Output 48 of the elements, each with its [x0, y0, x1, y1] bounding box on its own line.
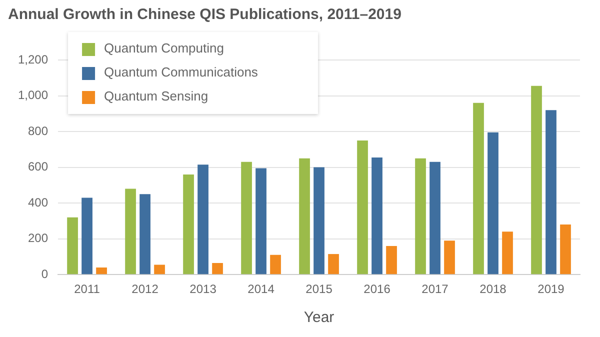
- y-tick-label: 1,000: [18, 88, 48, 102]
- y-tick-label: 400: [28, 195, 48, 210]
- bar: [183, 174, 194, 274]
- bar: [386, 246, 397, 274]
- bar: [473, 102, 484, 274]
- bar: [270, 254, 281, 274]
- x-tick-label: 2014: [248, 282, 275, 296]
- bar: [82, 198, 92, 274]
- bar: [502, 232, 513, 274]
- bar: [96, 267, 107, 274]
- x-tick-label: 2016: [364, 282, 391, 296]
- legend-label: Quantum Communications: [104, 64, 258, 80]
- bar: [140, 194, 150, 274]
- legend-label: Quantum Sensing: [104, 88, 208, 104]
- y-tick-label: 800: [28, 124, 48, 138]
- x-tick-label: 2013: [190, 282, 217, 296]
- x-tick-label: 2018: [480, 282, 507, 296]
- bar: [212, 262, 223, 274]
- bar: [198, 164, 208, 274]
- bar: [531, 86, 542, 274]
- bar: [241, 162, 252, 274]
- bar: [314, 167, 324, 274]
- bar: [299, 158, 310, 274]
- bar: [328, 254, 339, 274]
- x-tick-label: 2011: [74, 282, 100, 296]
- y-tick-label: 1,200: [18, 52, 48, 66]
- bar: [357, 140, 368, 274]
- bar: [372, 157, 382, 274]
- x-tick-label: 2012: [132, 282, 159, 296]
- y-tick-label: 600: [28, 160, 48, 174]
- chart-title: Annual Growth in Chinese QIS Publications, 2011–2019: [8, 6, 402, 23]
- bar: [256, 168, 266, 274]
- bar: [125, 188, 136, 274]
- x-axis-title: Year: [304, 309, 334, 326]
- x-tick-label: 2019: [538, 282, 565, 296]
- x-tick-label: 2017: [422, 282, 449, 296]
- bar: [67, 217, 78, 274]
- legend-label: Quantum Computing: [104, 40, 224, 56]
- bar: [560, 224, 571, 274]
- bar: [488, 132, 498, 274]
- y-tick-label: 200: [28, 231, 48, 246]
- bar: [154, 264, 165, 274]
- bar: [430, 162, 440, 274]
- bar: [444, 240, 455, 274]
- bar: [546, 110, 556, 274]
- y-tick-label: 0: [41, 266, 48, 281]
- bar: [415, 158, 426, 274]
- x-tick-label: 2015: [306, 282, 333, 296]
